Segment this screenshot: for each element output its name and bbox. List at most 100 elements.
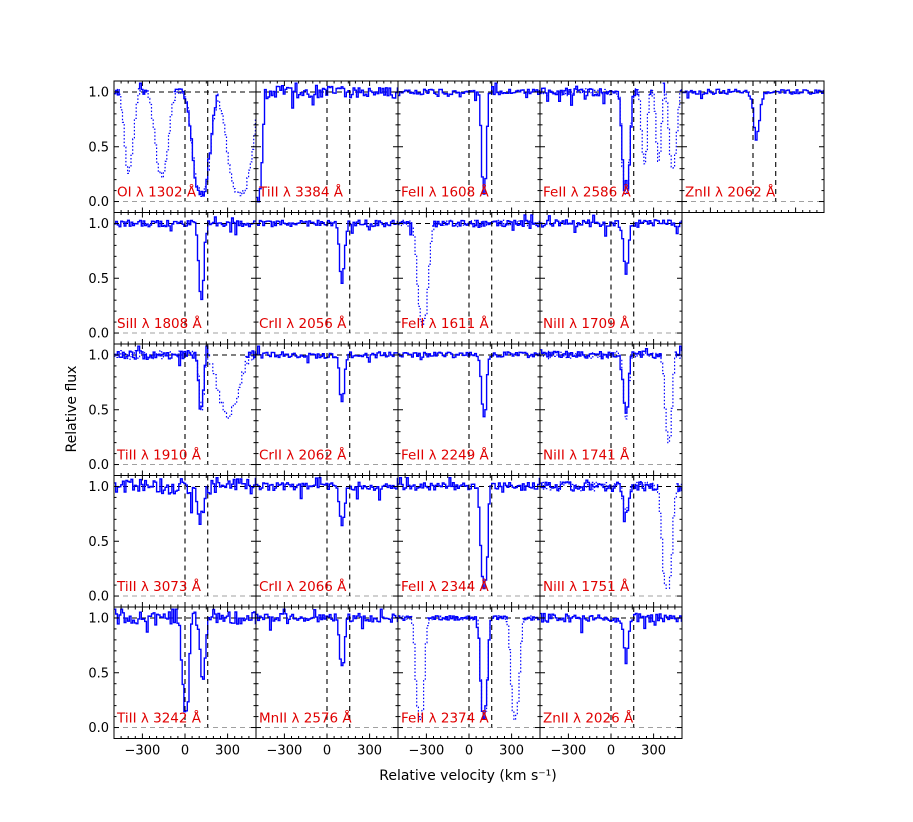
panel-4-1: MnII λ 2576 Å −300 0 300 bbox=[255, 606, 399, 759]
spectrum bbox=[540, 214, 682, 275]
ion-label: SiII λ 1808 Å bbox=[117, 315, 203, 332]
panel-4-3: ZnII λ 2026 Å −300 0 300 bbox=[539, 606, 683, 759]
y-tick-label: 0.5 bbox=[88, 272, 109, 287]
y-tick-label: 0.0 bbox=[88, 458, 109, 473]
panel-0-4: ZnII λ 2062 Å bbox=[681, 80, 825, 213]
panel-2-3: NiII λ 1741 Å bbox=[539, 343, 683, 476]
ion-label: MnII λ 2576 Å bbox=[259, 710, 352, 727]
ion-label: FeII λ 1611 Å bbox=[401, 315, 490, 332]
ion-label: CrII λ 2062 Å bbox=[259, 447, 347, 464]
spectrum-segment bbox=[114, 89, 120, 96]
y-tick-label: 0.5 bbox=[88, 140, 109, 155]
x-tick-label: −300 bbox=[267, 744, 303, 759]
panel-3-2: FeII λ 2344 Å bbox=[397, 475, 541, 608]
y-tick-label: 0.0 bbox=[88, 195, 109, 210]
ion-label: TiII λ 1910 Å bbox=[116, 447, 202, 464]
spectrum bbox=[256, 608, 398, 667]
y-tick-label: 1.0 bbox=[88, 611, 109, 626]
spectrum bbox=[256, 477, 398, 527]
ion-label: TiII λ 3384 Å bbox=[258, 184, 344, 201]
ion-label: ZnII λ 2026 Å bbox=[543, 710, 634, 727]
panel-1-0: SiII λ 1808 Å 0.0 0.5 1.0 bbox=[88, 212, 257, 345]
ion-label: NiII λ 1751 Å bbox=[543, 578, 630, 595]
spectrum bbox=[398, 477, 540, 590]
panel-2-1: CrII λ 2062 Å bbox=[255, 343, 399, 476]
panel-0-0: OI λ 1302 Å 0.0 0.5 1.0 bbox=[88, 80, 257, 213]
blend-spectrum bbox=[398, 219, 540, 326]
ion-label: FeII λ 2344 Å bbox=[401, 578, 490, 595]
y-tick-label: 1.0 bbox=[88, 480, 109, 495]
spectrum-segment bbox=[522, 616, 540, 621]
spectrum-segment bbox=[245, 350, 256, 359]
ion-label: FeII λ 2374 Å bbox=[401, 710, 490, 727]
x-tick-label: 0 bbox=[181, 744, 189, 759]
y-tick-label: 0.0 bbox=[88, 721, 109, 736]
spectrum bbox=[114, 608, 256, 713]
panel-1-2: FeII λ 1611 Å bbox=[397, 212, 541, 345]
panel-3-3: NiII λ 1751 Å bbox=[539, 475, 683, 608]
spectrum-segment bbox=[676, 483, 682, 492]
spectrum bbox=[114, 216, 256, 301]
x-tick-label: 300 bbox=[215, 744, 240, 759]
spectrum bbox=[398, 82, 540, 195]
x-tick-label: 300 bbox=[499, 744, 524, 759]
spectrum bbox=[398, 351, 540, 418]
y-tick-label: 1.0 bbox=[88, 85, 109, 100]
panel-3-0: TiII λ 3073 Å 0.0 0.5 1.0 bbox=[88, 475, 257, 608]
y-tick-label: 1.0 bbox=[88, 348, 109, 363]
y-tick-label: 0.0 bbox=[88, 590, 109, 605]
spectrum bbox=[256, 82, 398, 203]
y-tick-label: 1.0 bbox=[88, 217, 109, 232]
panel-3-1: CrII λ 2066 Å bbox=[255, 475, 399, 608]
spectrum-segment bbox=[432, 214, 540, 231]
blend-spectrum bbox=[114, 88, 256, 197]
ion-label: TiII λ 3073 Å bbox=[116, 578, 202, 595]
panel-2-0: TiII λ 1910 Å 0.0 0.5 1.0 bbox=[88, 343, 257, 476]
panel-1-1: CrII λ 2056 Å bbox=[255, 212, 399, 345]
panel-0-3: FeII λ 2586 Å bbox=[539, 80, 683, 213]
panel-0-1: TiII λ 3384 Å bbox=[255, 80, 399, 213]
spectrum-segment bbox=[398, 220, 413, 236]
ion-label: NiII λ 1709 Å bbox=[543, 315, 630, 332]
spectrum-segment bbox=[427, 615, 508, 720]
ion-label: CrII λ 2066 Å bbox=[259, 578, 347, 595]
spectrum-segment bbox=[540, 85, 640, 192]
ion-label: ZnII λ 2062 Å bbox=[685, 184, 776, 201]
spectrum-segment bbox=[173, 88, 219, 197]
y-tick-label: 0.5 bbox=[88, 535, 109, 550]
ion-label: FeII λ 2586 Å bbox=[543, 184, 632, 201]
blend-spectrum bbox=[398, 615, 540, 721]
ion-label: CrII λ 2056 Å bbox=[259, 315, 347, 332]
spectrum-segment bbox=[540, 479, 659, 523]
spectrum-segment bbox=[674, 345, 682, 357]
ion-label: OI λ 1302 Å bbox=[117, 184, 197, 201]
y-tick-label: 0.0 bbox=[88, 327, 109, 342]
panel-4-2: FeII λ 2374 Å −300 0 300 bbox=[397, 606, 541, 759]
spectrum-segment bbox=[540, 348, 662, 414]
y-tick-label: 0.5 bbox=[88, 403, 109, 418]
x-axis-title: Relative velocity (km s⁻¹) bbox=[379, 768, 557, 784]
spectrum bbox=[114, 477, 256, 525]
panel-grid: OI λ 1302 Å 0.0 0.5 1.0 TiII λ 3384 Å FeII λ … bbox=[88, 80, 825, 759]
x-tick-label: 300 bbox=[641, 744, 666, 759]
spectrum-segment bbox=[137, 82, 149, 95]
panel-2-2: FeII λ 2249 Å bbox=[397, 343, 541, 476]
ion-label: NiII λ 1741 Å bbox=[543, 447, 630, 464]
panel-1-3: NiII λ 1709 Å bbox=[539, 212, 683, 345]
spectrum bbox=[256, 219, 398, 284]
spectrum bbox=[682, 88, 824, 141]
spectrum-segment bbox=[649, 89, 654, 95]
spectrum bbox=[540, 612, 682, 665]
x-tick-label: 0 bbox=[323, 744, 331, 759]
ion-label: TiII λ 3242 Å bbox=[116, 710, 202, 727]
x-tick-label: −300 bbox=[409, 744, 445, 759]
spectrum-segment bbox=[398, 615, 413, 621]
x-tick-label: 0 bbox=[465, 744, 473, 759]
x-tick-label: −300 bbox=[125, 744, 161, 759]
ion-label: FeII λ 1608 Å bbox=[401, 184, 490, 201]
panel-0-2: FeII λ 1608 Å bbox=[397, 80, 541, 213]
y-tick-label: 0.5 bbox=[88, 666, 109, 681]
spectrum-segment bbox=[114, 345, 211, 410]
x-tick-label: 300 bbox=[357, 744, 382, 759]
